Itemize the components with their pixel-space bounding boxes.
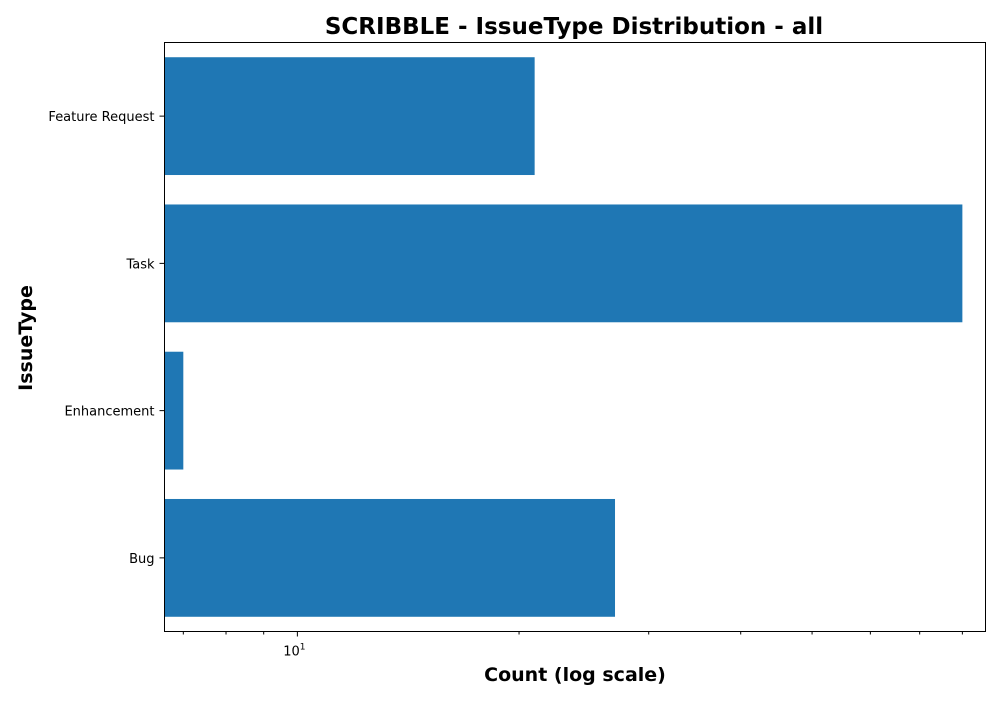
x-ticks-group: 101 (182, 631, 963, 660)
bar-feature-request (164, 57, 535, 176)
y-ticks-group: Bug Enhancement Task Feature Request (48, 110, 165, 567)
bar-bug (164, 498, 616, 617)
y-axis-label: IssueType (15, 285, 37, 391)
x-axis-label: Count (log scale) (484, 664, 666, 686)
y-tick-label: Enhancement (64, 405, 154, 420)
y-tick-label: Task (125, 257, 155, 272)
bar-enhancement (164, 351, 184, 470)
bar-task (164, 204, 963, 323)
x-tick-label: 101 (283, 643, 305, 660)
y-tick-label: Bug (129, 552, 154, 567)
plot-frame (164, 42, 986, 632)
chart-title: SCRIBBLE - IssueType Distribution - all (325, 14, 823, 40)
bars-group (164, 57, 963, 617)
y-tick-label: Feature Request (48, 110, 154, 125)
